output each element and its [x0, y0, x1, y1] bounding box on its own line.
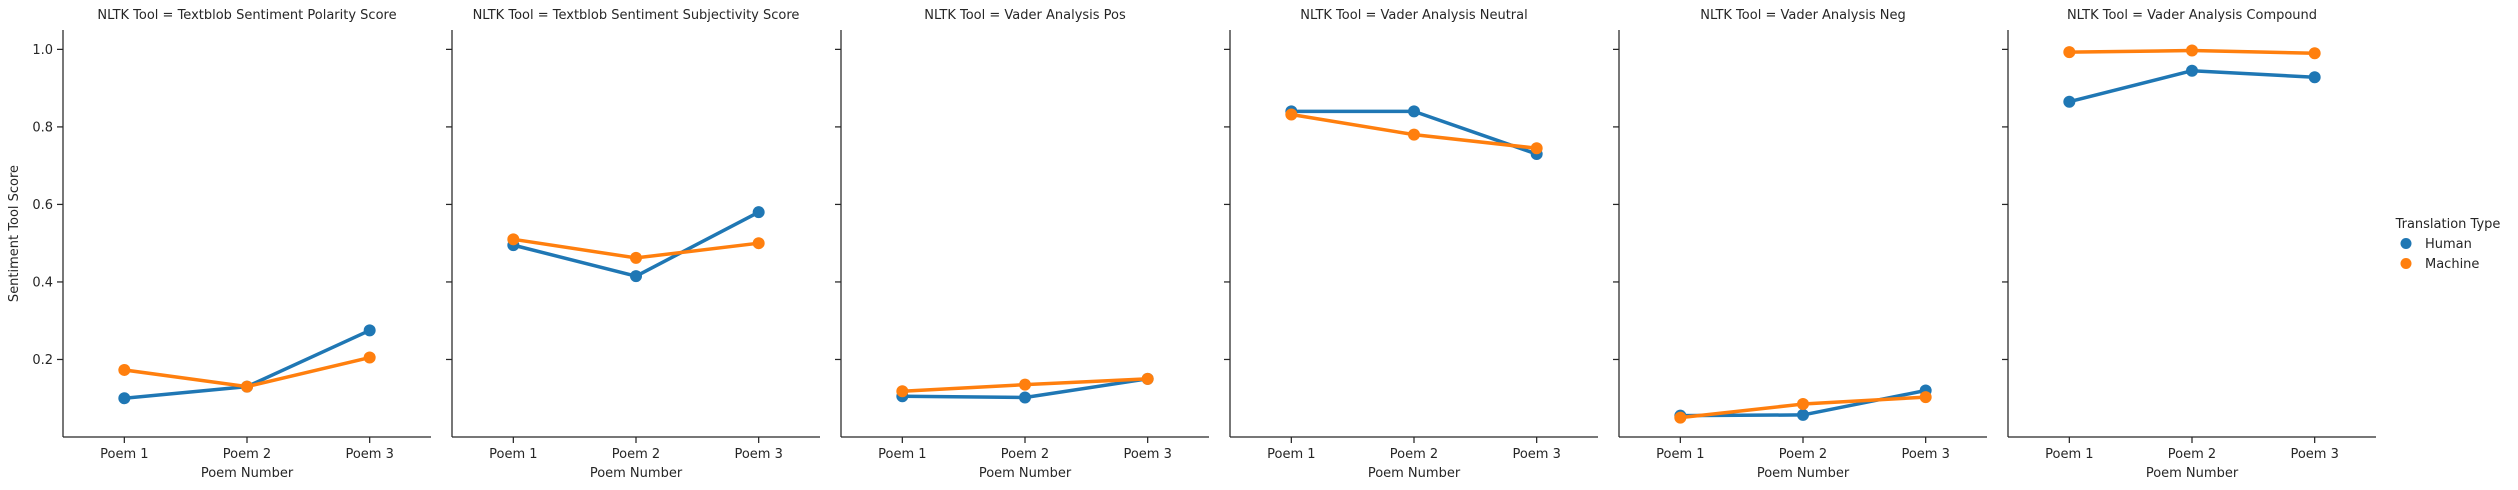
data-point-human [1797, 408, 1809, 421]
x-tick-label: Poem 2 [1001, 447, 1049, 462]
legend-marker-machine [2400, 258, 2412, 269]
x-tick-label: Poem 1 [1267, 447, 1315, 462]
data-point-machine [1797, 398, 1809, 411]
legend-marker-human [2400, 238, 2412, 249]
x-axis-label: Poem Number [2146, 466, 2239, 481]
x-axis-label: Poem Number [1757, 466, 1850, 481]
facet-title: NLTK Tool = Vader Analysis Compound [2067, 8, 2317, 23]
data-point-machine [630, 251, 642, 264]
x-tick-label: Poem 1 [100, 447, 148, 462]
x-tick-label: Poem 3 [1512, 447, 1560, 462]
x-axis-label: Poem Number [201, 466, 294, 481]
x-tick-label: Poem 1 [489, 447, 537, 462]
facet-title: NLTK Tool = Vader Analysis Pos [924, 8, 1126, 23]
x-tick-label: Poem 3 [2290, 447, 2338, 462]
y-tick-label: 1.0 [32, 43, 53, 58]
facet-panel: NLTK Tool = Textblob Sentiment Polarity … [32, 8, 431, 481]
data-point-machine [1285, 108, 1298, 121]
facet-panel: NLTK Tool = Vader Analysis Pos Poem 1 Poem… [835, 8, 1209, 481]
data-point-human [118, 392, 131, 405]
legend: Translation Type Human Machine [2395, 217, 2501, 272]
data-point-machine [1919, 391, 1932, 404]
x-axis-label: Poem Number [1368, 466, 1461, 481]
legend-label: Machine [2425, 257, 2479, 272]
x-tick-label: Poem 1 [2045, 447, 2093, 462]
y-tick-label: 0.4 [32, 275, 53, 290]
data-point-machine [2186, 44, 2198, 57]
facet-panel: NLTK Tool = Textblob Sentiment Subjectiv… [446, 8, 820, 481]
data-point-machine [752, 237, 765, 250]
data-point-machine [2063, 46, 2076, 59]
data-point-machine [1408, 128, 1420, 141]
data-point-machine [896, 385, 909, 398]
data-point-human [752, 206, 765, 219]
x-tick-label: Poem 3 [734, 447, 782, 462]
y-axis-label: Sentiment Tool Score [7, 165, 22, 302]
facet-title: NLTK Tool = Textblob Sentiment Subjectiv… [473, 8, 800, 23]
facet-panel: NLTK Tool = Vader Analysis Neg Poem 1 Poem… [1613, 8, 1987, 481]
data-point-human [1019, 391, 1031, 404]
data-point-machine [2308, 47, 2321, 60]
facet-panel: NLTK Tool = Vader Analysis Neutral Poem 1… [1224, 8, 1598, 481]
data-point-human [2063, 95, 2076, 108]
data-point-human [2308, 71, 2321, 84]
facet-title: NLTK Tool = Vader Analysis Neg [1700, 8, 1905, 23]
x-tick-label: Poem 2 [223, 447, 271, 462]
data-point-machine [1674, 411, 1687, 424]
data-point-human [1408, 105, 1420, 118]
x-axis-label: Poem Number [590, 466, 683, 481]
x-tick-label: Poem 3 [345, 447, 393, 462]
data-point-human [630, 270, 642, 283]
data-point-human [363, 324, 376, 337]
data-point-machine [1530, 142, 1543, 155]
data-point-machine [1141, 372, 1154, 385]
facet-title: NLTK Tool = Textblob Sentiment Polarity … [97, 8, 396, 23]
x-tick-label: Poem 2 [1390, 447, 1438, 462]
legend-title: Translation Type [2395, 217, 2501, 232]
x-tick-label: Poem 3 [1901, 447, 1949, 462]
legend-label: Human [2425, 237, 2472, 252]
x-tick-label: Poem 1 [1656, 447, 1704, 462]
y-tick-label: 0.8 [32, 120, 53, 135]
x-tick-label: Poem 1 [878, 447, 926, 462]
data-point-machine [241, 380, 253, 393]
data-point-human [2186, 64, 2198, 77]
data-point-machine [1019, 378, 1031, 391]
facet-panel: NLTK Tool = Vader Analysis Compound Poem … [2002, 8, 2376, 481]
x-tick-label: Poem 2 [2168, 447, 2216, 462]
data-point-machine [118, 363, 131, 376]
x-axis-label: Poem Number [979, 466, 1072, 481]
y-tick-label: 0.6 [32, 198, 53, 213]
facet-title: NLTK Tool = Vader Analysis Neutral [1300, 8, 1527, 23]
y-tick-label: 0.2 [32, 353, 53, 368]
data-point-machine [507, 233, 520, 246]
x-tick-label: Poem 2 [1779, 447, 1827, 462]
x-tick-label: Poem 3 [1123, 447, 1171, 462]
data-point-machine [363, 351, 376, 364]
x-tick-label: Poem 2 [612, 447, 660, 462]
